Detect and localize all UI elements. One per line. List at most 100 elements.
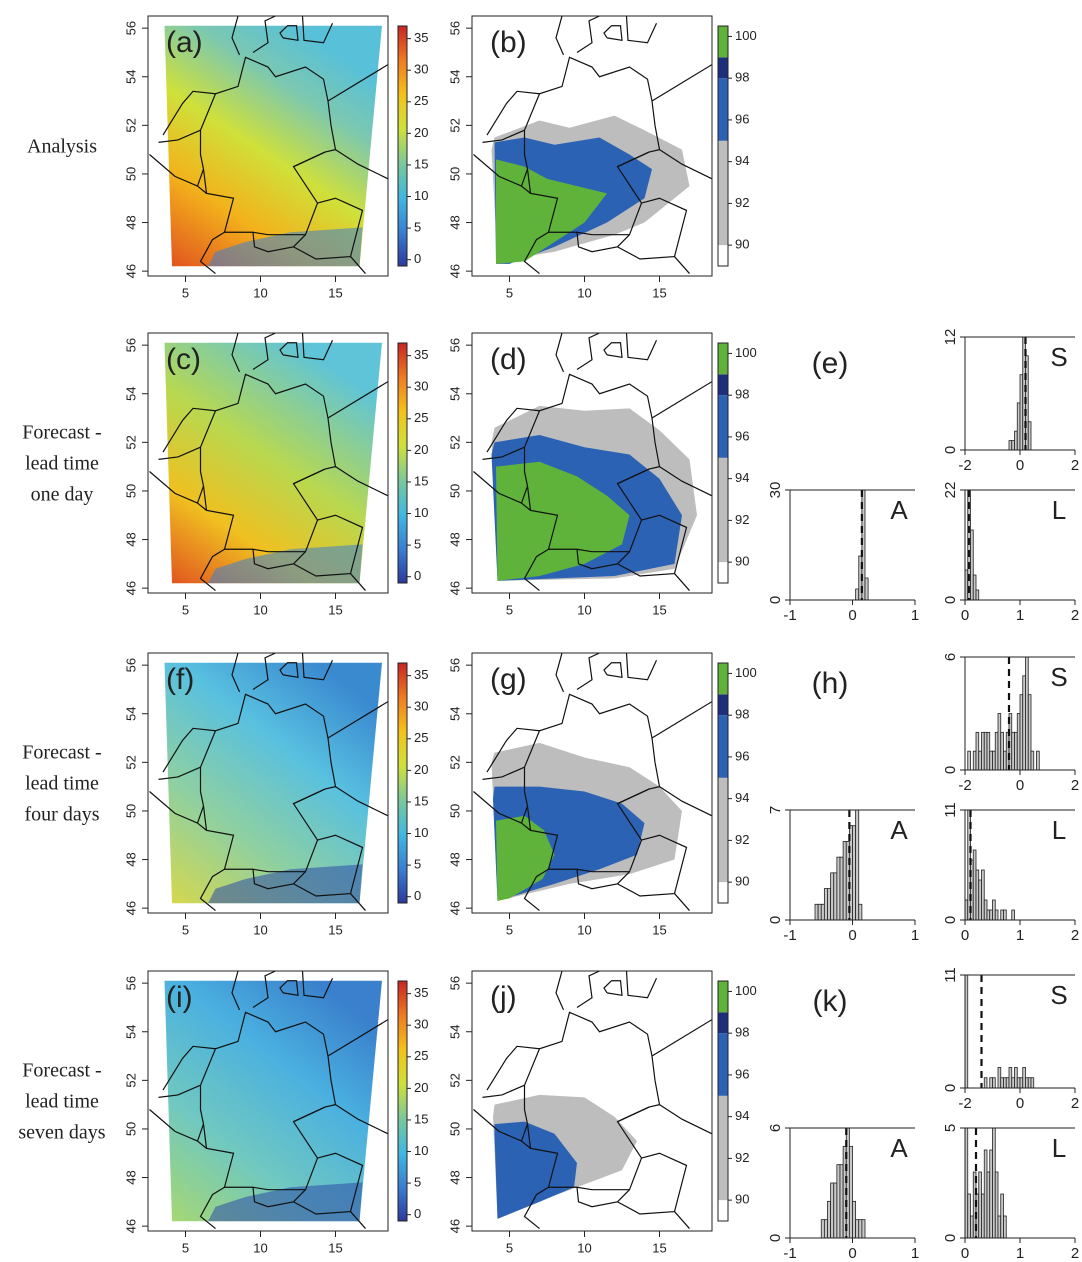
bar: [820, 1219, 825, 1239]
map-content: [473, 971, 712, 1230]
y-tick-label: 50: [447, 804, 462, 818]
colorbar-tick-label: 98: [735, 387, 749, 402]
colorbar-tick-label: 92: [735, 512, 749, 527]
x-tick-label: 0: [1016, 457, 1024, 474]
x-tick-label: 10: [253, 285, 267, 300]
y-tick-label: 50: [447, 1122, 462, 1136]
country-border: [293, 788, 326, 805]
bar: [970, 1215, 974, 1239]
colorbar-tick-label: 25: [414, 93, 428, 108]
x-tick-label: -1: [783, 607, 796, 624]
country-border: [327, 1019, 388, 1057]
y-tick-label: 0: [942, 1234, 959, 1242]
bar: [817, 903, 822, 921]
country-border: [162, 90, 216, 136]
y-tick-label: 50: [123, 484, 138, 498]
bar: [1011, 731, 1015, 771]
bar: [986, 1171, 991, 1239]
colorbar-fill: [398, 981, 407, 1221]
histogram-panel: -2 0 2 0 11 S (k): [813, 967, 1080, 1112]
x-tick-label: 10: [577, 602, 591, 617]
bar: [1019, 374, 1024, 451]
x-tick-label: -1: [783, 1245, 796, 1262]
colorbar-frame: [717, 980, 729, 1222]
colorbar-tick-label: 100: [735, 28, 757, 43]
bar: [983, 899, 988, 921]
country-border: [473, 154, 522, 187]
colorbar-level: [718, 777, 728, 883]
y-tick-label: 11: [942, 802, 959, 818]
bar: [1005, 1077, 1010, 1089]
x-tick-label: 0: [961, 927, 969, 944]
bar: [1011, 440, 1015, 451]
colorbar-tick-label: 20: [414, 1080, 428, 1095]
row-label: lead time: [25, 773, 99, 795]
panel-label: (e): [812, 347, 849, 380]
x-tick-label: 0: [961, 607, 969, 624]
colorbar-tick-label: 35: [414, 667, 428, 682]
country-border: [617, 197, 688, 260]
y-tick-label: 6: [942, 653, 959, 661]
y-tick-label: 12: [942, 329, 959, 346]
country-border: [576, 653, 600, 690]
bar: [823, 1219, 828, 1239]
country-border: [301, 16, 334, 44]
bar: [994, 909, 999, 921]
country-border: [293, 1152, 364, 1215]
y-tick-label: 22: [942, 482, 959, 499]
bar: [833, 872, 838, 921]
x-tick-label: 15: [328, 1240, 342, 1255]
bar: [1000, 1077, 1004, 1089]
colorbar-tick-label: 25: [414, 410, 428, 425]
map-content: [149, 653, 388, 912]
colorbar-level: [718, 663, 728, 695]
y-tick-label: 54: [447, 387, 462, 401]
x-tick-label: 1: [911, 927, 919, 944]
country-border: [674, 573, 690, 591]
bar: [994, 1171, 999, 1239]
bar: [986, 731, 991, 771]
country-border: [482, 129, 525, 143]
country-border: [473, 791, 522, 824]
country-border: [293, 197, 364, 260]
country-border: [335, 1104, 388, 1135]
bar: [827, 1200, 832, 1239]
row-label: one day: [31, 484, 94, 506]
colorbar: 0 5 10 15 20 25 30 35: [397, 662, 428, 904]
bar: [967, 750, 971, 771]
country-border: [482, 1084, 525, 1098]
bar: [1019, 1077, 1024, 1089]
y-tick-label: 0: [942, 446, 959, 454]
y-tick-label: 0: [767, 1234, 784, 1242]
panel-label: (d): [490, 343, 527, 376]
x-tick-label: 5: [182, 922, 189, 937]
x-tick-label: 0: [848, 607, 856, 624]
bar: [986, 909, 991, 921]
bar: [1027, 421, 1032, 451]
country-border: [659, 1104, 712, 1135]
bar: [1000, 909, 1004, 921]
colorbar-tick-label: 90: [735, 1192, 749, 1207]
panel-label: (a): [166, 26, 203, 59]
x-tick-label: 5: [506, 922, 513, 937]
country-border: [482, 766, 525, 780]
map-panel: (d) 5 10 15 46 48 50 52 54 56 90 92 94 96 98 100: [447, 332, 757, 617]
country-border: [149, 1109, 198, 1142]
country-border: [617, 151, 650, 168]
colorbar-level: [718, 694, 728, 716]
colorbar-tick-label: 90: [735, 874, 749, 889]
country-border: [576, 971, 600, 1008]
bar: [1016, 402, 1021, 451]
colorbar-frame: [717, 662, 729, 904]
bar: [1011, 1077, 1015, 1089]
country-border: [279, 25, 299, 42]
bar: [1025, 656, 1029, 771]
bar: [994, 731, 999, 771]
bar: [1014, 731, 1018, 771]
country-border: [231, 971, 241, 1011]
colorbar-tick-label: 0: [414, 251, 421, 266]
country-border: [625, 333, 658, 361]
country-border: [279, 662, 299, 679]
country-border: [486, 90, 540, 136]
bar: [861, 1219, 866, 1239]
